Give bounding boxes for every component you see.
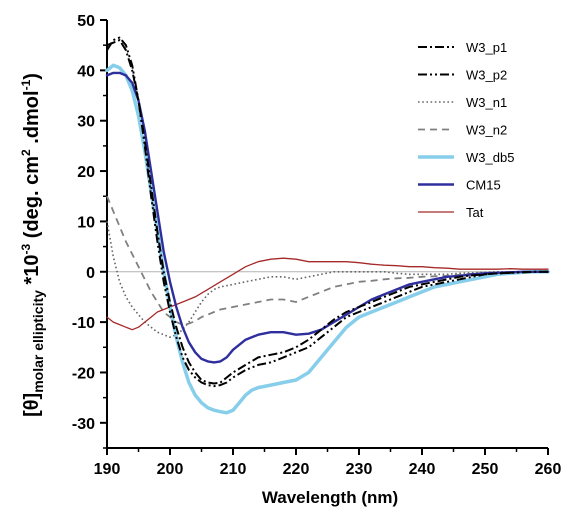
x-tick-label: 260 (535, 461, 562, 478)
legend-label-w3-db5: W3_db5 (466, 150, 514, 165)
x-axis-title: Wavelength (nm) (262, 488, 398, 507)
legend-label-w3-n1: W3_n1 (466, 95, 507, 110)
series-line-tat (106, 257, 549, 331)
x-tick-label: 240 (409, 461, 436, 478)
x-tick-label: 230 (346, 461, 373, 478)
legend-label-w3-n2: W3_n2 (466, 123, 507, 138)
x-tick-label: 250 (472, 461, 499, 478)
series-line-cm15 (105, 71, 550, 364)
legend-label-w3-p2: W3_p2 (466, 68, 507, 83)
y-tick-label: -20 (72, 365, 95, 382)
axes: -30 -20 -10 0 10 20 30 40 50 190 200 210 220 230 240 25… (72, 13, 562, 478)
y-tick-label: 20 (77, 164, 95, 181)
y-tick-label: -30 (72, 416, 95, 433)
legend-label-tat: Tat (466, 205, 484, 220)
y-tick-label: 0 (86, 265, 95, 282)
legend-label-w3-p1: W3_p1 (466, 40, 507, 55)
series-line-w3-db5 (105, 63, 550, 415)
y-tick-label: 30 (77, 114, 95, 131)
legend: W3_p1 W3_p2 W3_n1 W3_n2 W3_db5 CM15 Tat (418, 40, 514, 220)
series-line-w3-n1 (106, 221, 548, 338)
x-tick-label: 190 (94, 461, 121, 478)
series-lines (105, 36, 550, 415)
y-tick-label: 50 (77, 13, 95, 30)
y-tick-label: -10 (72, 315, 95, 332)
x-tick-label: 210 (220, 461, 247, 478)
x-tick-label: 200 (157, 461, 184, 478)
y-axis-title: [θ]molar ellipticity *10-3 (deg. cm2 .dm… (19, 73, 46, 417)
series-line-w3-p1 (106, 39, 548, 385)
x-tick-label: 220 (283, 461, 310, 478)
legend-label-cm15: CM15 (466, 178, 501, 193)
y-tick-label: 10 (77, 214, 95, 231)
series-line-w3-p2 (106, 36, 548, 388)
y-tick-label: 40 (77, 63, 95, 80)
